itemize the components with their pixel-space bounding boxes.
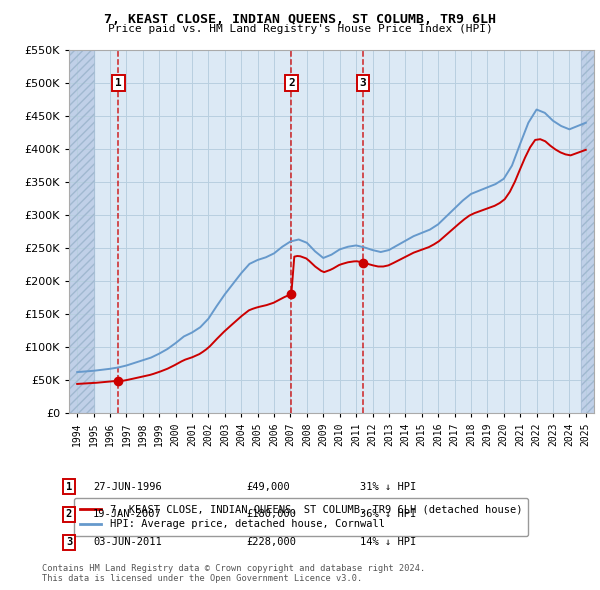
Text: Contains HM Land Registry data © Crown copyright and database right 2024.
This d: Contains HM Land Registry data © Crown c… bbox=[42, 563, 425, 583]
Bar bbox=[581, 50, 594, 413]
Text: 03-JUN-2011: 03-JUN-2011 bbox=[93, 537, 162, 547]
Bar bbox=[69, 50, 94, 413]
Text: 19-JAN-2007: 19-JAN-2007 bbox=[93, 510, 162, 519]
Text: 27-JUN-1996: 27-JUN-1996 bbox=[93, 482, 162, 491]
Text: 31% ↓ HPI: 31% ↓ HPI bbox=[360, 482, 416, 491]
Legend: 7, KEAST CLOSE, INDIAN QUEENS, ST COLUMB, TR9 6LH (detached house), HPI: Average: 7, KEAST CLOSE, INDIAN QUEENS, ST COLUMB… bbox=[74, 498, 529, 536]
Text: 3: 3 bbox=[359, 78, 367, 88]
Text: £49,000: £49,000 bbox=[246, 482, 290, 491]
Text: 2: 2 bbox=[288, 78, 295, 88]
Text: Price paid vs. HM Land Registry's House Price Index (HPI): Price paid vs. HM Land Registry's House … bbox=[107, 24, 493, 34]
Text: 1: 1 bbox=[115, 78, 121, 88]
Text: £180,000: £180,000 bbox=[246, 510, 296, 519]
Text: 2: 2 bbox=[66, 510, 72, 519]
Text: £228,000: £228,000 bbox=[246, 537, 296, 547]
Text: 36% ↓ HPI: 36% ↓ HPI bbox=[360, 510, 416, 519]
Bar bbox=[69, 50, 94, 413]
Bar bbox=[581, 50, 594, 413]
Text: 14% ↓ HPI: 14% ↓ HPI bbox=[360, 537, 416, 547]
Text: 7, KEAST CLOSE, INDIAN QUEENS, ST COLUMB, TR9 6LH: 7, KEAST CLOSE, INDIAN QUEENS, ST COLUMB… bbox=[104, 13, 496, 26]
Text: 1: 1 bbox=[66, 482, 72, 491]
Text: 3: 3 bbox=[66, 537, 72, 547]
